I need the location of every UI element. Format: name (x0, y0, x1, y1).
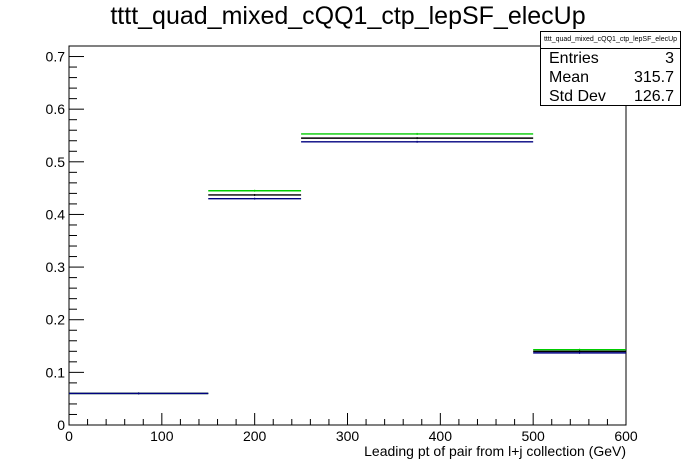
y-tick-label: 0.6 (46, 101, 66, 117)
x-tick-label: 300 (336, 428, 360, 444)
stats-std-value: 126.7 (633, 88, 674, 105)
chart-title: tttt_quad_mixed_cQQ1_ctp_lepSF_elecUp (110, 2, 586, 30)
x-tick-label: 100 (150, 428, 174, 444)
stats-mean-value: 315.7 (633, 69, 674, 86)
stats-box: tttt_quad_mixed_cQQ1_ctp_lepSF_elecUp En… (540, 31, 681, 106)
x-tick-label: 400 (429, 428, 453, 444)
y-tick-label: 0.4 (46, 206, 66, 222)
stats-std-label: Std Dev (549, 88, 606, 105)
stats-entries-label: Entries (549, 50, 599, 67)
stats-mean-label: Mean (549, 69, 590, 86)
axis-ticks-layer: 0 0.1 0.2 0.3 0.4 0.5 0.6 0.7 0 100 200 300 400 500 60… (46, 45, 638, 444)
x-axis-label: Leading pt of pair from l+j collection (… (364, 443, 626, 459)
y-tick-label: 0.7 (46, 49, 66, 65)
y-tick-label: 0 (57, 417, 65, 433)
y-tick-label: 0.1 (46, 364, 66, 380)
x-tick-label: 200 (243, 428, 267, 444)
x-tick-label: 600 (614, 428, 638, 444)
stats-row-std: Std Dev 126.7 (541, 87, 680, 106)
stats-row-mean: Mean 315.7 (541, 68, 680, 87)
y-tick-label: 0.5 (46, 154, 66, 170)
bins-layer (69, 132, 626, 395)
y-tick-label: 0.3 (46, 259, 66, 275)
stats-entries-value: 3 (665, 50, 674, 67)
x-tick-label: 0 (65, 428, 73, 444)
stats-histogram-name: tttt_quad_mixed_cQQ1_ctp_lepSF_elecUp (541, 32, 680, 49)
stats-row-entries: Entries 3 (541, 49, 680, 68)
x-tick-label: 500 (521, 428, 545, 444)
y-tick-label: 0.2 (46, 312, 66, 328)
